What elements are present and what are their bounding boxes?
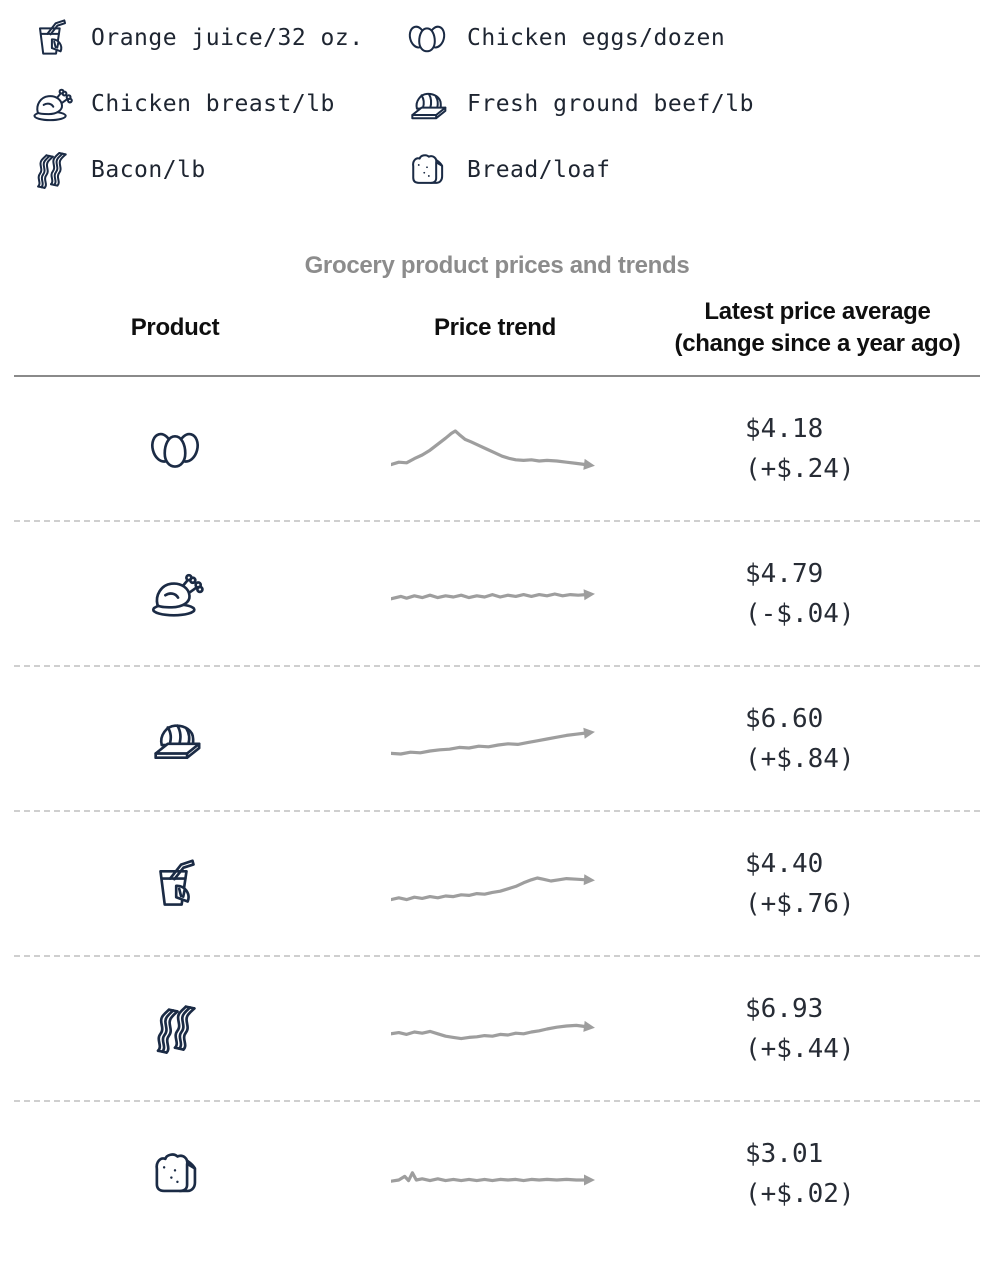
price-cell: $3.01 (+$.02) bbox=[655, 1134, 980, 1214]
beef-icon bbox=[411, 92, 447, 120]
legend-item-chicken: Chicken breast/lb bbox=[28, 80, 404, 128]
price-cell: $4.79 (-$.04) bbox=[655, 554, 980, 634]
orange-juice-icon bbox=[38, 19, 67, 55]
price-cell: $6.60 (+$.84) bbox=[655, 699, 980, 779]
legend-item-label: Orange juice/32 oz. bbox=[91, 25, 364, 51]
price-trend-cell bbox=[335, 1146, 655, 1202]
latest-price-value: $6.93 bbox=[745, 994, 824, 1025]
legend-item-bacon: Bacon/lb bbox=[28, 146, 404, 194]
price-trend-cell bbox=[335, 421, 655, 477]
orange-juice-icon bbox=[159, 859, 195, 907]
price-change-value: (+$.84) bbox=[745, 744, 855, 775]
latest-price-header-line1: Latest price average bbox=[704, 298, 931, 325]
bacon-icon bbox=[37, 152, 67, 189]
bacon-icon bbox=[156, 1005, 196, 1055]
price-trend-cell bbox=[335, 856, 655, 912]
chicken-icon bbox=[33, 88, 73, 122]
column-header-product: Product bbox=[130, 314, 220, 342]
price-trend-sparkline bbox=[390, 589, 595, 601]
product-cell bbox=[15, 1144, 335, 1204]
bread-iconbox bbox=[145, 1144, 205, 1204]
product-legend: Orange juice/32 oz. Chicken eggs/dozen C… bbox=[0, 0, 994, 194]
legend-item-label: Bread/loaf bbox=[467, 157, 611, 183]
product-cell bbox=[15, 999, 335, 1059]
price-change-value: (+$.76) bbox=[745, 889, 855, 920]
column-header-price-trend: Price trend bbox=[433, 314, 557, 342]
legend-item-eggs: Chicken eggs/dozen bbox=[404, 14, 994, 62]
beef-iconbox bbox=[404, 81, 450, 127]
eggs-iconbox bbox=[404, 15, 450, 61]
price-cell: $4.40 (+$.76) bbox=[655, 844, 980, 924]
header-divider-line bbox=[14, 374, 980, 377]
table-row-chicken: $4.79 (-$.04) bbox=[0, 522, 994, 667]
price-trend-sparkline bbox=[390, 429, 595, 471]
price-cell: $4.18 (+$.24) bbox=[655, 409, 980, 489]
table-row-eggs: $4.18 (+$.24) bbox=[0, 377, 994, 522]
price-table-body: $4.18 (+$.24) $4.79 (-$.04) $6.60 (+$.84… bbox=[0, 377, 994, 1247]
price-trend-sparkline bbox=[390, 874, 595, 902]
legend-item-label: Bacon/lb bbox=[91, 157, 206, 183]
latest-price-value: $3.01 bbox=[745, 1139, 824, 1170]
price-change-value: (+$.24) bbox=[745, 454, 855, 485]
legend-item-beef: Fresh ground beef/lb bbox=[404, 80, 994, 128]
latest-price-header-line2: (change since a year ago) bbox=[674, 330, 961, 358]
latest-price-value: $4.79 bbox=[745, 559, 824, 590]
price-trend-cell bbox=[335, 1001, 655, 1057]
price-trend-sparkline bbox=[390, 728, 595, 756]
eggs-iconbox bbox=[145, 419, 205, 479]
latest-price-value: $6.60 bbox=[745, 704, 824, 735]
beef-icon bbox=[154, 724, 201, 760]
bread-icon bbox=[412, 154, 444, 184]
table-row-bread: $3.01 (+$.02) bbox=[0, 1102, 994, 1247]
legend-item-label: Chicken eggs/dozen bbox=[467, 25, 726, 51]
bacon-iconbox bbox=[28, 147, 74, 193]
latest-price-value: $4.18 bbox=[745, 414, 824, 445]
legend-item-label: Fresh ground beef/lb bbox=[467, 91, 754, 117]
table-header-row: Product Price trend Latest price average… bbox=[0, 296, 994, 361]
price-trend-cell bbox=[335, 711, 655, 767]
table-row-orange-juice: $4.40 (+$.76) bbox=[0, 812, 994, 957]
product-cell bbox=[15, 709, 335, 769]
column-header-latest-price: Latest price average (change since a yea… bbox=[655, 296, 980, 361]
bacon-iconbox bbox=[145, 999, 205, 1059]
product-cell bbox=[15, 854, 335, 914]
eggs-icon bbox=[408, 25, 446, 53]
chicken-iconbox bbox=[145, 564, 205, 624]
eggs-icon bbox=[151, 433, 199, 469]
price-trend-cell bbox=[335, 566, 655, 622]
bread-iconbox bbox=[404, 147, 450, 193]
price-change-value: (-$.04) bbox=[745, 599, 855, 630]
price-cell: $6.93 (+$.44) bbox=[655, 989, 980, 1069]
table-row-bacon: $6.93 (+$.44) bbox=[0, 957, 994, 1102]
legend-item-label: Chicken breast/lb bbox=[91, 91, 335, 117]
product-cell bbox=[15, 564, 335, 624]
chicken-iconbox bbox=[28, 81, 74, 127]
bread-icon bbox=[155, 1153, 197, 1193]
chicken-icon bbox=[151, 574, 204, 617]
product-cell bbox=[15, 419, 335, 479]
beef-iconbox bbox=[145, 709, 205, 769]
price-trend-sparkline bbox=[390, 1171, 595, 1186]
orange-juice-iconbox bbox=[28, 15, 74, 61]
legend-item-bread: Bread/loaf bbox=[404, 146, 994, 194]
chart-title: Grocery product prices and trends bbox=[304, 252, 690, 279]
price-change-value: (+$.02) bbox=[745, 1179, 855, 1210]
price-trend-sparkline bbox=[390, 1021, 595, 1041]
table-row-beef: $6.60 (+$.84) bbox=[0, 667, 994, 812]
latest-price-value: $4.40 bbox=[745, 849, 824, 880]
price-change-value: (+$.44) bbox=[745, 1034, 855, 1065]
legend-item-orange-juice: Orange juice/32 oz. bbox=[28, 14, 404, 62]
orange-juice-iconbox bbox=[145, 854, 205, 914]
